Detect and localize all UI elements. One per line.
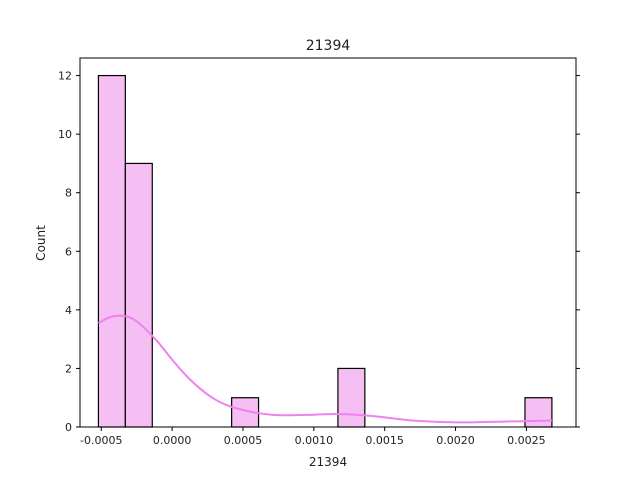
y-tick-label: 12: [58, 70, 72, 83]
x-tick-label: 0.0025: [507, 434, 546, 447]
x-tick-label: 0.0010: [295, 434, 334, 447]
y-tick-label: 10: [58, 128, 72, 141]
plot-frame: [79, 57, 577, 428]
y-tick-label: 8: [65, 187, 72, 200]
x-tick-label: 0.0020: [436, 434, 475, 447]
x-tick-label: -0.0005: [80, 434, 122, 447]
x-tick-label: 0.0000: [153, 434, 192, 447]
kde-curve: [97, 314, 552, 424]
histogram-bar: [97, 74, 126, 428]
x-axis: -0.0005 0.0000 0.0005 0.0010 0.0015 0.0020 0.0…: [80, 427, 546, 447]
y-axis: 0 2 4 6 8 10 12: [58, 70, 580, 434]
y-tick-label: 0: [65, 421, 72, 434]
histogram-bar: [524, 397, 553, 428]
x-tick-label: 0.0015: [365, 434, 404, 447]
histogram-bars: [97, 74, 553, 428]
y-tick-label: 6: [65, 245, 72, 258]
x-axis-label: 21394: [309, 455, 347, 469]
histogram-bar: [337, 367, 366, 428]
y-tick-label: 2: [65, 362, 72, 375]
y-axis-label: Count: [34, 225, 48, 261]
x-tick-label: 0.0005: [224, 434, 263, 447]
histogram-bar: [124, 162, 153, 428]
y-tick-label: 4: [65, 304, 72, 317]
chart-title: 21394: [306, 38, 351, 54]
